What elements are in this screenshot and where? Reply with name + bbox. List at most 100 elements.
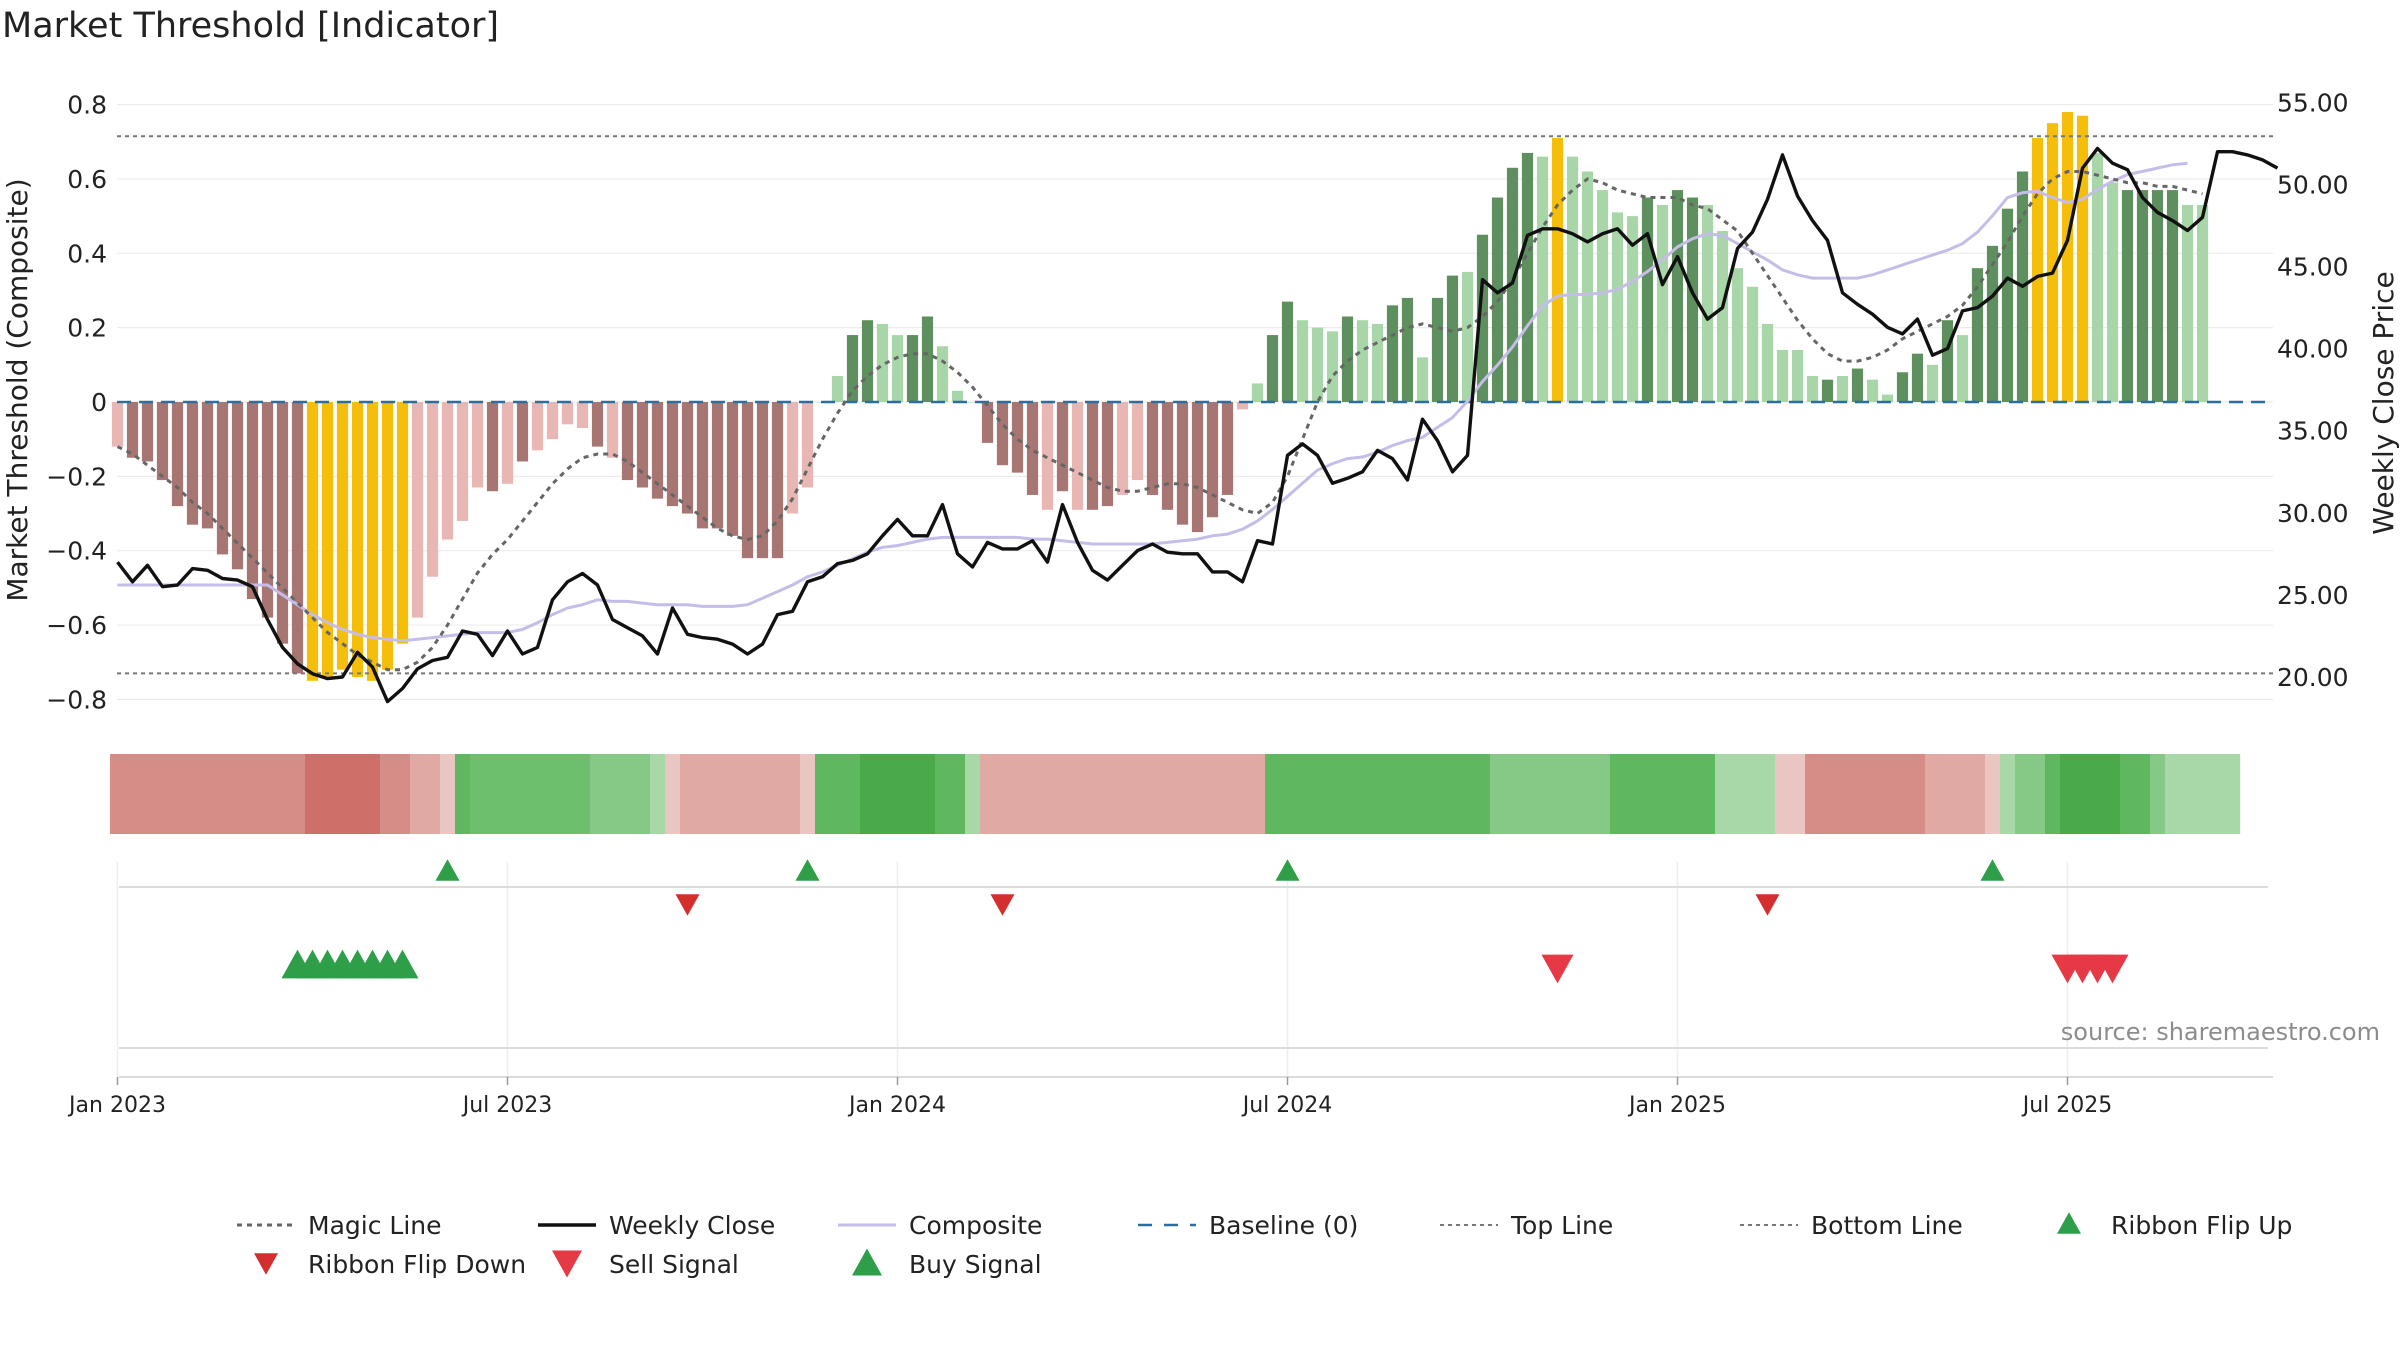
ribbon-cell bbox=[1130, 754, 1146, 834]
composite-bar bbox=[1221, 402, 1234, 495]
ribbon-cell bbox=[1010, 754, 1026, 834]
composite-bar bbox=[1791, 349, 1804, 402]
ribbon-cell bbox=[125, 754, 141, 834]
ribbon-cell bbox=[2030, 754, 2046, 834]
ribbon-cell bbox=[2000, 754, 2016, 834]
ribbon-cell bbox=[455, 754, 471, 834]
composite-bar bbox=[1431, 297, 1444, 402]
ribbon-cell bbox=[995, 754, 1011, 834]
composite-bar bbox=[2151, 190, 2164, 402]
composite-bar bbox=[786, 402, 799, 514]
composite-bar bbox=[981, 402, 994, 443]
ribbon-cell bbox=[845, 754, 861, 834]
ribbon-cell bbox=[635, 754, 651, 834]
composite-bar bbox=[621, 402, 634, 481]
right-tick-label: 55.00 bbox=[2277, 88, 2349, 117]
ribbon-flip-down-marker bbox=[990, 894, 1015, 916]
ribbon-cell bbox=[710, 754, 726, 834]
ribbon-cell bbox=[260, 754, 276, 834]
source-label: source: sharemaestro.com bbox=[2061, 1018, 2380, 1046]
composite-bar bbox=[801, 402, 814, 488]
composite-bar bbox=[1881, 394, 1894, 402]
composite-bar bbox=[1866, 379, 1879, 402]
composite-bar bbox=[261, 402, 274, 618]
composite-bar bbox=[1851, 368, 1864, 402]
ribbon-strip bbox=[110, 754, 2241, 834]
right-tick-label: 45.00 bbox=[2277, 253, 2349, 282]
composite-bar bbox=[1701, 204, 1714, 402]
ribbon-cell bbox=[2150, 754, 2166, 834]
ribbon-cell bbox=[500, 754, 516, 834]
ribbon-cell bbox=[185, 754, 201, 834]
composite-bar bbox=[1176, 402, 1189, 525]
composite-bar bbox=[606, 402, 619, 458]
ribbon-cell bbox=[2060, 754, 2076, 834]
composite-bar bbox=[1251, 383, 1264, 402]
ribbon-cell bbox=[1610, 754, 1626, 834]
ribbon-cell bbox=[1520, 754, 1536, 834]
composite-bar bbox=[1761, 323, 1774, 402]
ribbon-cell bbox=[1055, 754, 1071, 834]
composite-bar bbox=[1326, 331, 1339, 402]
composite-bar bbox=[951, 390, 964, 402]
composite-bar bbox=[1731, 268, 1744, 402]
composite-bar bbox=[1926, 364, 1939, 402]
left-tick-label: −0.4 bbox=[46, 537, 107, 566]
legend-swatch bbox=[254, 1253, 278, 1275]
left-tick-label: −0.8 bbox=[46, 685, 107, 714]
composite-bar bbox=[1836, 375, 1849, 402]
ribbon-cell bbox=[1970, 754, 1986, 834]
ribbon-cell bbox=[1400, 754, 1416, 834]
ribbon-cell bbox=[1385, 754, 1401, 834]
composite-bar bbox=[1266, 335, 1279, 402]
ribbon-cell bbox=[605, 754, 621, 834]
left-tick-label: −0.2 bbox=[46, 462, 107, 491]
composite-bar bbox=[996, 402, 1009, 466]
ribbon-flip-up-marker bbox=[435, 859, 460, 881]
composite-bar bbox=[186, 402, 199, 525]
left-tick-label: 0.4 bbox=[67, 239, 107, 268]
ribbon-cell bbox=[1220, 754, 1236, 834]
ribbon-cell bbox=[410, 754, 426, 834]
legend-label: Weekly Close bbox=[609, 1211, 775, 1240]
ribbon-cell bbox=[1655, 754, 1671, 834]
ribbon-cell bbox=[2105, 754, 2121, 834]
right-tick-label: 50.00 bbox=[2277, 170, 2349, 199]
composite-bar bbox=[681, 402, 694, 514]
composite-bar bbox=[1191, 402, 1204, 533]
legend-swatch bbox=[552, 1250, 582, 1278]
right-tick-label: 30.00 bbox=[2277, 499, 2349, 528]
ribbon-cell bbox=[1940, 754, 1956, 834]
composite-bar bbox=[756, 402, 769, 559]
ribbon-cell bbox=[1880, 754, 1896, 834]
composite-bar bbox=[1116, 402, 1129, 495]
composite-bar bbox=[1101, 402, 1114, 507]
ribbon-cell bbox=[1925, 754, 1941, 834]
legend-item-close: Weekly Close bbox=[538, 1211, 775, 1240]
ribbon-cell bbox=[800, 754, 816, 834]
right-tick-label: 20.00 bbox=[2277, 663, 2349, 692]
ribbon-cell bbox=[875, 754, 891, 834]
ribbon-flip-up-marker bbox=[795, 859, 820, 881]
ribbon-cell bbox=[1640, 754, 1656, 834]
composite-bar bbox=[1371, 323, 1384, 402]
legend-item-top: Top Line bbox=[1440, 1211, 1613, 1240]
composite-bar bbox=[2001, 208, 2014, 402]
ribbon-cell bbox=[425, 754, 441, 834]
legend-item-magic: Magic Line bbox=[237, 1211, 442, 1240]
left-axis-title: Market Threshold (Composite) bbox=[1, 178, 34, 601]
ribbon-cell bbox=[1715, 754, 1731, 834]
legend-swatch bbox=[852, 1248, 882, 1276]
composite-bar bbox=[2196, 204, 2209, 402]
ribbon-cell bbox=[1790, 754, 1806, 834]
ribbon-cell bbox=[2120, 754, 2136, 834]
ribbon-cell bbox=[1160, 754, 1176, 834]
composite-bar bbox=[1056, 402, 1069, 492]
composite-bar bbox=[1776, 349, 1789, 402]
ribbon-cell bbox=[590, 754, 606, 834]
composite-bar bbox=[456, 402, 469, 521]
composite-bar bbox=[126, 402, 139, 458]
ribbon-cell bbox=[2135, 754, 2151, 834]
composite-bar bbox=[1611, 212, 1624, 402]
ribbon-cell bbox=[665, 754, 681, 834]
